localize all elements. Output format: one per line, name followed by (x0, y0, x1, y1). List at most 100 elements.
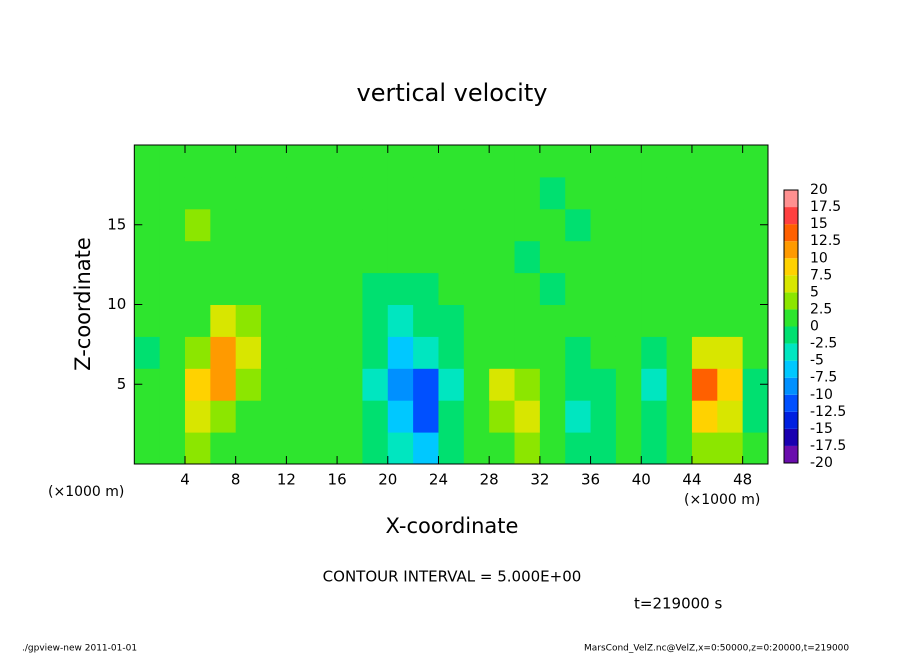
x-tick-label: 36 (581, 471, 600, 489)
colorbar-cell (784, 224, 798, 242)
field-cell (590, 400, 617, 433)
field-cell (590, 145, 617, 178)
colorbar-label: -15 (810, 421, 833, 437)
field-cell (641, 240, 668, 274)
field-cell (463, 240, 490, 274)
field-cell (641, 272, 668, 305)
field-cell (210, 304, 237, 337)
field-cell (337, 176, 363, 210)
field-cell (134, 304, 161, 337)
field-cell (413, 176, 439, 210)
field-cell (184, 272, 211, 305)
field-cell (565, 400, 592, 433)
field-cell (261, 400, 287, 433)
field-cell (489, 145, 516, 178)
colorbar-cell (784, 190, 798, 208)
colorbar-cell (784, 258, 798, 276)
field-cell (261, 304, 287, 337)
field-cell (337, 272, 363, 305)
field-cell (539, 368, 566, 401)
field-cell (438, 368, 465, 401)
colorbar-cell (784, 428, 798, 446)
y-tick-label: 15 (107, 215, 126, 233)
field-cell (438, 272, 465, 305)
field-cell (210, 145, 237, 178)
colorbar-cell (784, 292, 798, 310)
field-cell (210, 400, 237, 433)
x-tick-label: 12 (277, 471, 296, 489)
field-cell (362, 336, 389, 369)
field-cell (590, 176, 617, 210)
field-cell (539, 176, 566, 210)
field-cell (387, 145, 414, 178)
field-cell (742, 272, 769, 305)
field-cell (261, 145, 287, 178)
field-cell (539, 432, 566, 465)
field-cell (184, 145, 211, 178)
field-cell (742, 336, 769, 369)
time-note: t=219000 s (634, 595, 722, 613)
field-cell (184, 336, 211, 369)
field-cell (286, 208, 313, 242)
field-cell (666, 368, 693, 401)
colorbar-label: -12.5 (810, 404, 846, 420)
field-cell (210, 240, 237, 274)
field-cell (362, 272, 389, 305)
field-cell (489, 304, 516, 337)
field-cell (615, 432, 642, 465)
field-cell (286, 176, 313, 210)
field-cell (717, 432, 744, 465)
field-cell (438, 145, 465, 178)
field-cell (717, 145, 744, 178)
field-cell (159, 176, 186, 210)
field-cell (691, 240, 718, 274)
field-cell (159, 336, 186, 369)
field-cell (463, 176, 490, 210)
field-cell (641, 368, 668, 401)
x-tick-label: 8 (231, 471, 241, 489)
field-cell (413, 145, 439, 178)
field-cell (362, 145, 389, 178)
y-tick-label: 10 (107, 295, 126, 313)
field-cell (641, 304, 668, 337)
field-cell (159, 145, 186, 178)
field-cell (311, 304, 338, 337)
field-cell (489, 400, 516, 433)
field-cell (514, 432, 541, 465)
field-cell (742, 432, 769, 465)
colorbar-label: -5 (810, 353, 824, 369)
field-cell (590, 240, 617, 274)
x-axis-label: X-coordinate (386, 514, 519, 538)
field-cell (641, 336, 668, 369)
field-cell (235, 272, 262, 305)
field-cell (489, 336, 516, 369)
field-cell (362, 176, 389, 210)
field-cell (539, 304, 566, 337)
footer-right: MarsCond_VelZ.nc@VelZ,x=0:50000,z=0:2000… (584, 644, 849, 654)
field-cell (337, 208, 363, 242)
field-cell (387, 240, 414, 274)
field-cell (438, 432, 465, 465)
field-cell (565, 240, 592, 274)
field-cell (159, 304, 186, 337)
field-cell (691, 304, 718, 337)
colorbar-cell (784, 411, 798, 429)
field-cell (615, 304, 642, 337)
field-cell (565, 176, 592, 210)
field-cell (159, 400, 186, 433)
field-cell (717, 272, 744, 305)
colorbar-label: 17.5 (810, 199, 841, 215)
field-cell (590, 368, 617, 401)
field-cell (463, 272, 490, 305)
field-cell (489, 240, 516, 274)
field-cell (615, 272, 642, 305)
x-tick-label: 48 (733, 471, 752, 489)
field-cell (159, 272, 186, 305)
field-cell (387, 400, 414, 433)
field-cell (235, 336, 262, 369)
x-tick-label: 20 (378, 471, 397, 489)
field-cell (210, 432, 237, 465)
field-cell (261, 208, 287, 242)
chart-title: vertical velocity (357, 79, 548, 107)
colorbar-label: 20 (810, 182, 828, 198)
